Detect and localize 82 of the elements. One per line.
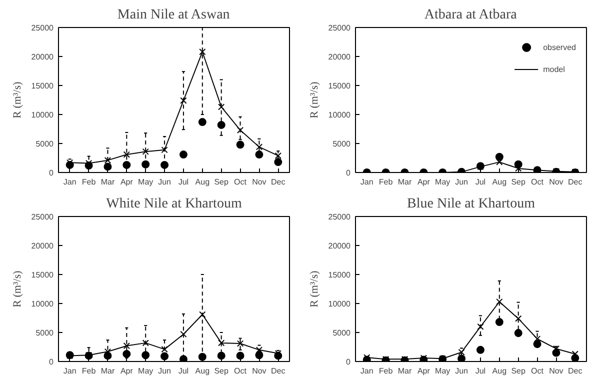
x-tick-label: Aug — [492, 366, 507, 376]
x-tick-label: Oct — [531, 178, 544, 186]
y-tick-label: 5000 — [36, 140, 54, 148]
x-tick-label: May — [435, 178, 450, 186]
x-tick-label: Feb — [82, 366, 96, 376]
y-axis-title: R (m³/s) — [11, 81, 24, 118]
x-tick-label: Nov — [252, 366, 266, 376]
x-tick-label: Feb — [378, 178, 394, 186]
x-tick-label: Aug — [195, 178, 210, 186]
x-tick-label: Oct — [234, 178, 248, 186]
chart-title: Blue Nile at Khartoum — [407, 196, 536, 212]
x-tick-label: Dec — [568, 178, 582, 186]
x-tick-label: Nov — [252, 178, 266, 186]
y-tick-label: 0 — [346, 168, 352, 178]
y-tick-label: 15000 — [328, 82, 352, 90]
y-tick-label: 5000 — [332, 140, 352, 148]
x-tick-label: Feb — [378, 366, 394, 376]
legend-label: observed — [543, 42, 576, 52]
x-tick-label: Dec — [568, 366, 582, 376]
x-tick-label: Sep — [511, 366, 526, 376]
y-tick-label: 25000 — [328, 212, 352, 222]
x-tick-label: Jan — [360, 178, 374, 186]
y-tick-label: 15000 — [31, 270, 54, 280]
y-tick-label: 15000 — [31, 82, 54, 90]
x-tick-label: Jan — [63, 178, 76, 186]
x-tick-label: Sep — [214, 366, 230, 376]
y-axis-title: R (m³/s) — [11, 270, 24, 308]
x-tick-label: Sep — [214, 178, 230, 186]
x-tick-label: Jun — [158, 178, 171, 186]
x-tick-label: Nov — [549, 178, 564, 186]
x-tick-label: Jun — [158, 366, 171, 376]
x-tick-label: Jul — [475, 366, 486, 376]
y-tick-label: 0 — [346, 358, 352, 366]
y-tick-label: 25000 — [328, 24, 352, 32]
y-tick-label: 5000 — [332, 328, 352, 338]
x-tick-label: Apr — [120, 178, 134, 186]
y-tick-label: 5000 — [36, 328, 54, 338]
x-tick-label: Jul — [475, 178, 486, 186]
legend-label: model — [543, 64, 565, 74]
y-tick-label: 25000 — [31, 212, 54, 222]
x-tick-label: May — [435, 366, 450, 376]
y-axis-title: R (m³/s) — [308, 81, 320, 118]
x-tick-label: Feb — [82, 178, 96, 186]
x-tick-label: Dec — [271, 366, 286, 376]
x-tick-label: Jun — [455, 366, 468, 376]
y-tick-label: 20000 — [328, 52, 352, 62]
x-tick-label: Mar — [100, 178, 115, 186]
y-tick-label: 25000 — [31, 24, 54, 32]
y-tick-label: 20000 — [31, 52, 54, 62]
chart-title: Main Nile at Aswan — [117, 8, 230, 22]
x-tick-label: Nov — [549, 366, 564, 376]
x-tick-label: May — [138, 366, 154, 376]
x-tick-label: Mar — [100, 366, 115, 376]
y-axis-title: R (m³/s) — [308, 270, 320, 308]
x-tick-label: Oct — [531, 366, 544, 376]
x-tick-label: Aug — [492, 178, 507, 186]
y-tick-label: 10000 — [328, 300, 352, 308]
y-tick-label: 15000 — [328, 270, 352, 280]
y-tick-label: 0 — [49, 358, 54, 366]
y-tick-label: 20000 — [328, 242, 352, 250]
chart-title: White Nile at Khartoum — [106, 196, 242, 212]
x-tick-label: Jun — [455, 178, 468, 186]
x-tick-label: Dec — [271, 178, 286, 186]
x-tick-label: Mar — [398, 178, 412, 186]
x-tick-label: Apr — [417, 178, 430, 186]
y-tick-label: 10000 — [31, 300, 54, 308]
x-tick-label: Sep — [511, 178, 526, 186]
x-tick-label: Apr — [120, 366, 134, 376]
chart-title: Atbara at Atbara — [424, 8, 518, 22]
x-tick-label: Jul — [178, 366, 189, 376]
y-tick-label: 20000 — [31, 242, 54, 250]
x-tick-label: Mar — [398, 366, 412, 376]
x-tick-label: Oct — [234, 366, 248, 376]
x-tick-label: Jul — [178, 178, 189, 186]
x-tick-label: Jan — [360, 366, 374, 376]
y-tick-label: 0 — [49, 168, 54, 178]
y-tick-label: 10000 — [31, 110, 54, 120]
x-tick-label: Jan — [63, 366, 76, 376]
x-tick-label: May — [138, 178, 154, 186]
x-tick-label: Aug — [195, 366, 210, 376]
y-tick-label: 10000 — [328, 110, 352, 120]
x-tick-label: Apr — [417, 366, 430, 376]
